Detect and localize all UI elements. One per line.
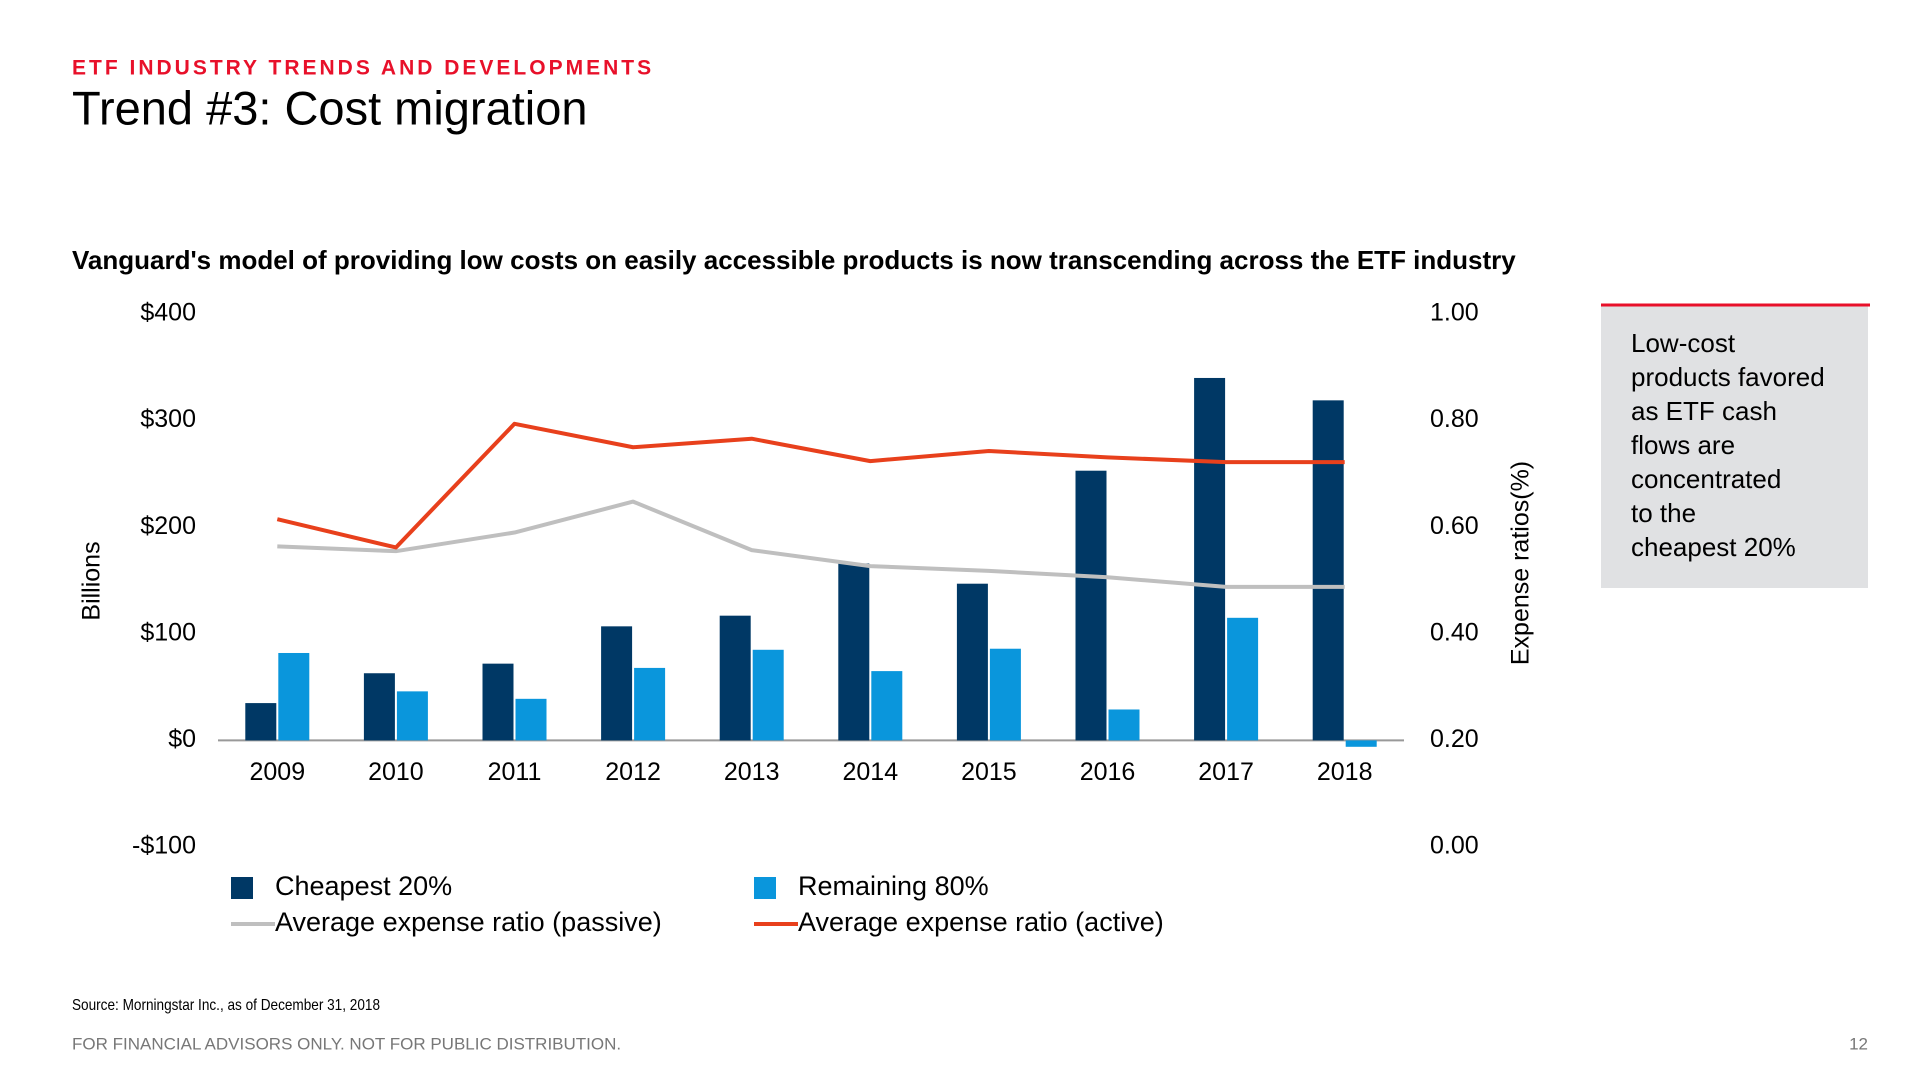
x-tick-label: 2018 [1317,758,1373,786]
x-tick-label: 2010 [368,758,424,786]
bar [871,671,903,741]
note-text: Low-cost [1631,328,1736,358]
y-axis-label: Billions [78,541,106,620]
bar [482,663,514,741]
bar [1227,617,1259,741]
y-tick-label: $100 [140,618,196,646]
note-text: products favored [1631,362,1825,392]
y-tick-label: $200 [140,512,196,540]
x-tick-label: 2012 [605,758,661,786]
bar [956,583,988,741]
x-tick-label: 2009 [249,758,305,786]
y2-tick-label: 0.20 [1430,725,1479,753]
line [277,499,1345,589]
x-tick-label: 2017 [1198,758,1254,786]
y-tick-label: $300 [140,405,196,433]
legend-label: Remaining 80% [798,871,989,901]
bar [1312,400,1344,741]
x-tick-label: 2016 [1080,758,1136,786]
kicker: ETF INDUSTRY TRENDS AND DEVELOPMENTS [72,57,654,80]
bar [1075,470,1107,741]
y2-axis-label: Expense ratios(%) [1507,461,1535,665]
bar [989,648,1021,741]
y2-tick-label: 0.40 [1430,618,1479,646]
note-text: to the [1631,498,1696,528]
slide-title: Trend #3: Cost migration [72,81,588,134]
note-text: flows are [1631,430,1735,460]
x-tick-label: 2015 [961,758,1017,786]
legend-label: Cheapest 20% [275,871,452,901]
y2-tick-label: 0.00 [1430,832,1479,860]
y2-tick-label: 0.80 [1430,405,1479,433]
x-tick-label: 2013 [724,758,780,786]
page-number: 12 [1849,1034,1868,1053]
bar [838,563,870,741]
x-tick-label: 2011 [488,758,542,786]
bar [752,649,784,741]
bar [245,703,277,741]
bar [278,652,310,741]
bar [396,691,428,741]
bar [1194,377,1226,741]
bar [601,626,633,741]
legend-swatch [754,877,776,899]
legend-label: Average expense ratio (active) [798,907,1164,937]
bar [1345,740,1377,747]
bar [1108,709,1140,741]
disclaimer: FOR FINANCIAL ADVISORS ONLY. NOT FOR PUB… [72,1034,621,1053]
bar [634,667,666,741]
line [276,421,1345,550]
y2-tick-label: 1.00 [1430,299,1479,327]
source: Source: Morningstar Inc., as of December… [72,997,380,1014]
y2-tick-label: 0.60 [1430,512,1479,540]
legend-swatch [231,877,253,899]
x-tick-label: 2014 [842,758,898,786]
note-text: cheapest 20% [1631,532,1796,562]
note-box [1601,305,1868,588]
bar [515,698,547,741]
y-tick-label: -$100 [132,832,196,860]
note-text: as ETF cash [1631,396,1777,426]
legend-label: Average expense ratio (passive) [275,907,662,937]
bar [363,673,395,741]
chart-title: Vanguard's model of providing low costs … [72,245,1516,275]
y-tick-label: $400 [140,299,196,327]
bar [719,615,751,741]
y-tick-label: $0 [168,725,196,753]
note-text: concentrated [1631,464,1781,494]
